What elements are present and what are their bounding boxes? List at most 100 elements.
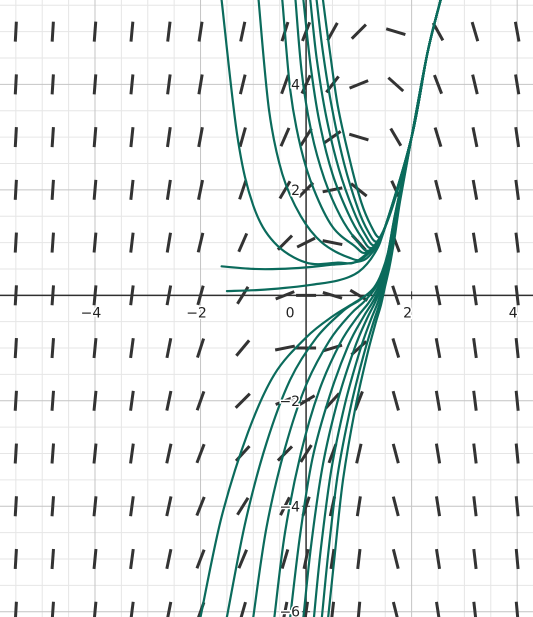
slope-segment (238, 179, 248, 200)
slope-segment (50, 127, 55, 148)
slope-segment (322, 291, 343, 300)
y-tick-label: −4 (279, 499, 300, 515)
slope-segment (471, 232, 479, 253)
slope-segment (92, 443, 98, 464)
slope-segment (238, 74, 247, 95)
slope-segment (129, 74, 135, 95)
slope-segment (166, 126, 172, 148)
slope-segment (514, 285, 520, 306)
slope-segment (471, 74, 479, 95)
slope-segment (514, 601, 520, 617)
slope-segment (50, 179, 55, 200)
slope-segment (275, 395, 295, 406)
slope-segment (197, 21, 204, 42)
slope-segment (434, 390, 442, 411)
slope-segment (355, 496, 362, 517)
y-tick-label: −6 (279, 605, 300, 617)
slope-segment (129, 127, 135, 148)
slope-segment (92, 337, 98, 359)
slope-segment (391, 285, 401, 306)
slope-segment (50, 496, 56, 517)
slope-segment (326, 22, 339, 42)
slope-segment (13, 390, 18, 411)
slope-segment (237, 232, 249, 253)
slope-segment (329, 548, 336, 570)
slope-segment (196, 285, 205, 306)
slope-segment (434, 179, 442, 200)
x-tick-label: −2 (186, 305, 207, 321)
slope-segment (391, 496, 400, 517)
slope-segment (472, 496, 478, 517)
slope-segment (235, 339, 251, 357)
slope-segment (195, 390, 206, 411)
slope-segment (50, 548, 55, 570)
slope-segment (129, 337, 135, 359)
slope-segment (195, 496, 206, 517)
slope-segment (92, 390, 98, 411)
slope-segment (50, 337, 56, 359)
slope-segment (239, 21, 247, 42)
slope-segment (434, 496, 442, 517)
slope-segment (50, 285, 55, 306)
slope-segment (279, 127, 291, 147)
slope-segment (195, 549, 206, 569)
slope-segment (322, 239, 343, 247)
slope-segment (514, 390, 520, 411)
slope-segment (472, 548, 478, 570)
slope-segment (391, 548, 400, 570)
slope-segment (282, 601, 289, 617)
slope-segment (434, 337, 442, 359)
slope-field (13, 21, 521, 617)
slope-segment (435, 548, 442, 570)
solution-curves (199, 0, 442, 617)
slope-segment (165, 496, 173, 517)
slope-segment (238, 127, 247, 148)
slope-segment (129, 232, 135, 253)
slope-segment (13, 127, 18, 148)
tick-labels: −4 −2 0 2 4 −6 −4 −2 2 4 (79, 76, 519, 617)
x-tick-label: 0 (286, 305, 295, 321)
slope-segment (92, 285, 98, 306)
slope-segment (472, 390, 478, 411)
slope-segment (349, 79, 369, 90)
slope-segment (50, 601, 55, 617)
slope-segment (472, 443, 478, 464)
slope-segment (196, 232, 205, 253)
slope-segment (13, 285, 18, 306)
slope-segment (322, 186, 343, 194)
slope-segment (197, 127, 204, 148)
slope-segment (514, 232, 520, 253)
slope-segment (434, 285, 442, 306)
slope-segment (324, 392, 341, 410)
slope-segment (297, 181, 315, 198)
x-tick-label: −4 (81, 305, 102, 321)
slope-segment (50, 232, 55, 253)
slope-segment (196, 338, 206, 359)
slope-segment (13, 548, 18, 570)
slope-segment (433, 127, 443, 148)
slope-segment (13, 443, 18, 464)
solution-curve (327, 0, 442, 617)
slope-segment (50, 390, 56, 411)
slope-segment (391, 338, 401, 359)
slope-segment (385, 27, 406, 36)
slope-segment (129, 601, 135, 617)
slope-segment (237, 549, 248, 569)
slope-segment (350, 182, 368, 198)
slope-segment (514, 443, 520, 464)
slope-segment (92, 74, 98, 95)
slope-segment (389, 127, 403, 147)
slope-segment (472, 337, 478, 359)
slope-segment (166, 21, 172, 42)
slope-segment (13, 232, 18, 253)
slope-segment (356, 601, 362, 617)
slope-segment (471, 127, 479, 148)
x-tick-label: 2 (403, 305, 412, 321)
slope-segment (472, 601, 478, 617)
slope-segment (276, 445, 294, 462)
slope-segment (435, 601, 441, 617)
slope-segment (330, 601, 336, 617)
slope-segment (391, 443, 400, 464)
